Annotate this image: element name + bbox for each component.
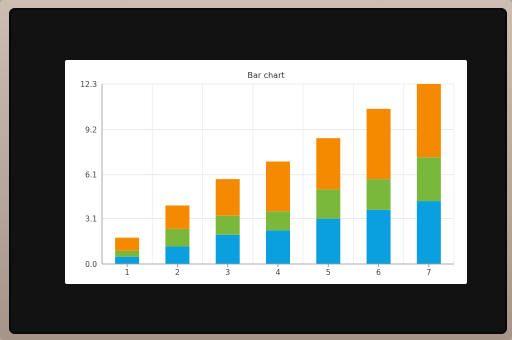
- bar-segment: [215, 234, 240, 264]
- bar-segment: [115, 250, 140, 257]
- x-tick-label: 2: [175, 268, 180, 277]
- x-tick-label: 3: [225, 268, 230, 277]
- bar-segment: [316, 218, 341, 264]
- bar-segment: [316, 189, 341, 219]
- x-tick-label: 4: [276, 268, 281, 277]
- bar-segment: [266, 211, 290, 231]
- x-tick-label: 7: [426, 268, 431, 277]
- y-tick-label: 3.1: [85, 215, 97, 224]
- bar-segment: [416, 201, 441, 264]
- bar-segment: [416, 157, 441, 202]
- x-tick-label: 5: [326, 268, 331, 277]
- grid-lines: [101, 83, 455, 265]
- x-tick-label: 1: [125, 268, 130, 277]
- bar-segment: [165, 205, 190, 229]
- bar-segment: [115, 237, 140, 251]
- axes: 0.0 3.1 6.1 9.2 12.3 1 2 3 4 5 6 7: [80, 80, 454, 277]
- y-tick-label: 6.1: [85, 171, 97, 180]
- x-tick-label: 6: [376, 268, 381, 277]
- bar-segment: [316, 138, 341, 190]
- bar-segment: [215, 179, 240, 216]
- bar-segment: [366, 209, 391, 264]
- bar-segment: [115, 256, 140, 264]
- y-tick-label: 0.0: [85, 260, 97, 269]
- bar-segment: [165, 246, 190, 264]
- bar-segment: [165, 228, 190, 247]
- y-tick-label: 12.3: [80, 80, 97, 89]
- bar-segment: [416, 84, 441, 158]
- bar-segment: [215, 215, 240, 235]
- chart-title: Bar chart: [247, 71, 284, 80]
- bar-segment: [266, 230, 290, 264]
- y-tick-label: 9.2: [85, 125, 97, 134]
- bars: [115, 84, 441, 264]
- bar-segment: [366, 179, 391, 210]
- bar-segment: [366, 108, 391, 180]
- bar-segment: [266, 161, 290, 212]
